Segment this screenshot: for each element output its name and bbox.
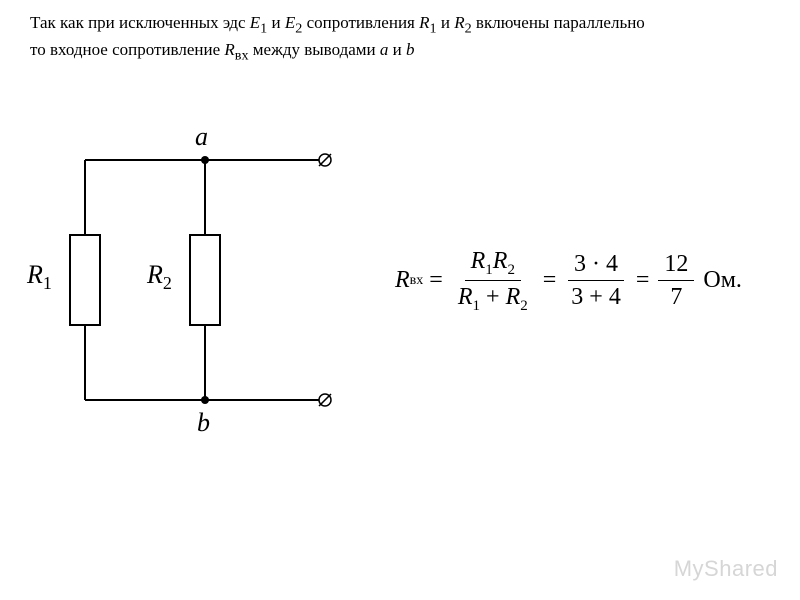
description-text: Так как при исключенных эдс E1 и E2 сопр…	[30, 12, 790, 65]
unit-label: Ом.	[703, 267, 742, 294]
circuit-svg	[25, 100, 365, 480]
fraction-symbolic: R1R2 R1 + R2	[452, 245, 534, 316]
resistor-label-r2: R2	[147, 260, 172, 294]
fraction-numeric-2: 12 7	[658, 248, 694, 314]
watermark: MyShared	[674, 556, 778, 582]
node-label-b: b	[197, 408, 210, 438]
fraction-numeric-1: 3 · 4 3 + 4	[565, 248, 627, 314]
node-label-a: a	[195, 122, 208, 152]
formula: Rвх = R1R2 R1 + R2 = 3 · 4 3 + 4 = 12 7 …	[395, 245, 742, 316]
resistor-label-r1: R1	[27, 260, 52, 294]
circuit-diagram: a b R1 R2	[25, 100, 365, 480]
